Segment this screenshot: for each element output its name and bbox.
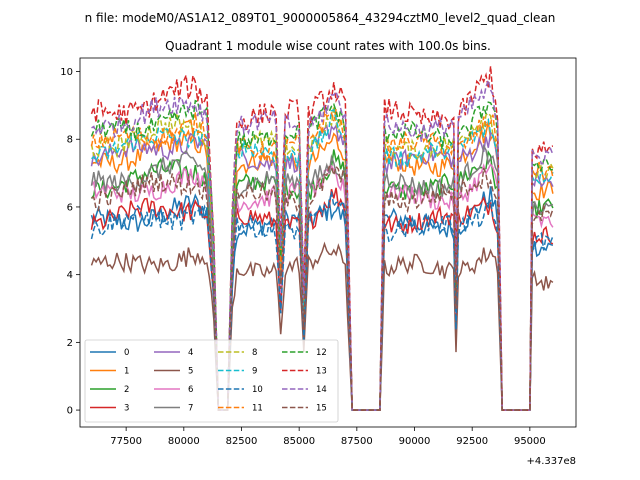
- y-tick-label: 8: [67, 135, 73, 146]
- x-tick-label: 87500: [341, 436, 373, 447]
- axes-frame: [79, 57, 577, 428]
- series-line-4: [90, 123, 554, 411]
- y-tick-label: 2: [67, 338, 73, 349]
- series-line-13: [90, 66, 554, 411]
- legend-label-5: 5: [188, 367, 193, 377]
- legend-label-0: 0: [124, 348, 129, 358]
- x-tick-label: 95000: [514, 436, 546, 447]
- legend-label-1: 1: [124, 367, 129, 377]
- legend-label-4: 4: [188, 348, 193, 358]
- legend-label-2: 2: [124, 385, 129, 395]
- series-line-15: [91, 165, 554, 411]
- legend-label-14: 14: [316, 385, 327, 395]
- legend-label-10: 10: [252, 385, 263, 395]
- x-tick-label: 80000: [168, 436, 200, 447]
- series-line-7: [90, 143, 554, 411]
- x-tick-label: 77500: [110, 436, 142, 447]
- y-tick-label: 6: [67, 202, 73, 213]
- legend-label-3: 3: [124, 404, 129, 414]
- series-line-1: [91, 121, 554, 411]
- series-line-10: [90, 191, 554, 411]
- series-line-11: [90, 108, 554, 411]
- y-tick-label: 10: [60, 67, 73, 78]
- series-line-12: [90, 99, 553, 411]
- x-axis: 77500 80000 82500 85000 87500 90000 92500 95000: [110, 427, 546, 447]
- x-offset-label: +4.337e8: [526, 456, 576, 467]
- x-tick-label: 90000: [399, 436, 431, 447]
- chart-title: Quadrant 1 module wise count rates with …: [165, 39, 491, 53]
- legend-label-6: 6: [188, 385, 193, 395]
- y-axis: 0 2 4 6 8 10: [60, 67, 80, 417]
- y-tick-label: 0: [67, 406, 73, 417]
- y-tick-label: 4: [67, 270, 73, 281]
- series-layer: [90, 66, 554, 411]
- legend-label-15: 15: [316, 404, 327, 414]
- series-line-5: [90, 241, 554, 411]
- x-tick-label: 92500: [456, 436, 488, 447]
- legend-label-8: 8: [252, 348, 257, 358]
- legend-box: [84, 339, 339, 423]
- legend-label-13: 13: [316, 367, 327, 377]
- x-tick-label: 85000: [283, 436, 315, 447]
- legend-label-9: 9: [252, 367, 257, 377]
- legend-label-12: 12: [316, 348, 327, 358]
- series-line-14: [91, 77, 554, 411]
- figure-suptitle: n file: modeM0/AS1A12_089T01_9000005864_…: [85, 11, 556, 25]
- x-tick-label: 82500: [226, 436, 258, 447]
- legend-label-11: 11: [252, 404, 263, 414]
- legend-label-7: 7: [188, 404, 193, 414]
